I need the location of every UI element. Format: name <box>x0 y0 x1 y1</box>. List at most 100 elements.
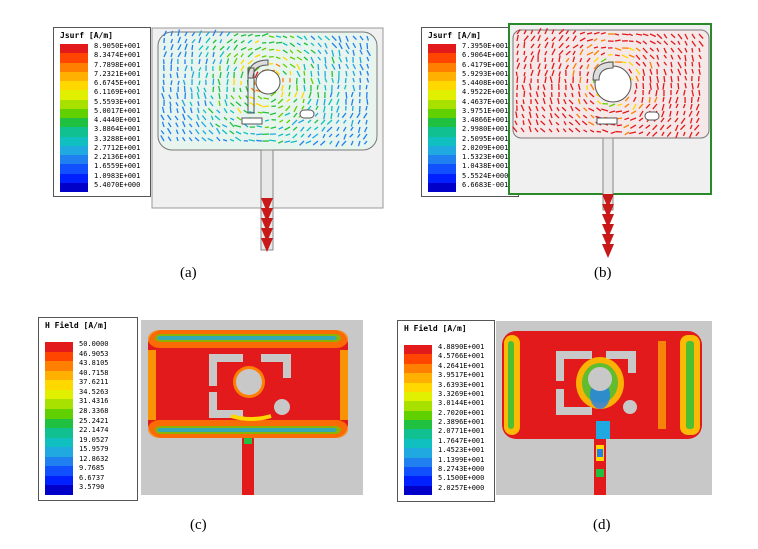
current-arrow <box>614 33 620 36</box>
current-arrow <box>572 44 579 49</box>
current-arrow <box>284 126 291 131</box>
tick-label: 2.0771E+001 <box>438 427 485 436</box>
current-arrow <box>357 119 361 125</box>
current-arrow <box>528 83 532 91</box>
h-field-plot-c <box>141 320 363 495</box>
current-arrow <box>653 96 658 103</box>
current-arrow <box>588 107 595 112</box>
current-arrow <box>581 120 588 126</box>
current-arrow <box>628 33 633 37</box>
current-arrow <box>270 91 277 97</box>
current-arrow <box>638 131 644 135</box>
color-swatch <box>404 420 432 430</box>
current-arrow <box>530 35 536 42</box>
current-arrow <box>691 89 695 97</box>
current-arrow <box>176 108 179 114</box>
current-arrow <box>184 31 188 37</box>
current-arrow <box>226 71 230 79</box>
current-arrow <box>574 119 581 126</box>
current-arrow <box>663 75 666 83</box>
current-arrow <box>565 36 570 42</box>
current-arrow <box>579 76 582 84</box>
current-arrow <box>675 110 679 116</box>
current-arrow <box>336 98 340 106</box>
current-arrow <box>624 103 630 108</box>
current-arrow <box>670 47 675 53</box>
tick-label: 3.9751E+001 <box>462 106 509 115</box>
current-arrow <box>315 105 319 111</box>
current-arrow <box>530 55 535 63</box>
color-scale-c <box>45 342 73 495</box>
current-arrow <box>169 101 172 107</box>
current-arrow <box>296 49 302 54</box>
color-swatch <box>60 62 88 72</box>
current-arrow <box>649 68 653 75</box>
current-arrow <box>224 99 228 107</box>
current-arrow <box>523 76 526 84</box>
current-arrow <box>593 57 599 63</box>
tick-label: 15.9579 <box>79 445 109 454</box>
current-arrow <box>167 136 172 142</box>
current-arrow <box>578 91 581 98</box>
current-arrow <box>593 37 598 42</box>
current-arrow <box>359 77 362 83</box>
current-arrow <box>226 58 230 65</box>
current-arrow <box>534 98 539 105</box>
current-arrow <box>628 61 634 67</box>
current-arrow <box>638 103 644 109</box>
current-arrow <box>366 56 370 62</box>
current-arrow <box>668 96 672 104</box>
color-swatch <box>404 401 432 411</box>
color-swatch <box>45 485 73 495</box>
current-arrow <box>641 96 644 103</box>
tick-label: 31.4316 <box>79 397 109 406</box>
current-arrow <box>170 30 174 37</box>
feed-arrow <box>261 208 273 222</box>
current-arrow <box>535 119 539 126</box>
current-arrow <box>558 71 561 77</box>
current-arrow <box>629 117 637 121</box>
current-arrow <box>244 102 249 107</box>
current-arrow <box>563 120 567 126</box>
current-arrow <box>289 49 294 54</box>
current-arrow <box>303 77 306 84</box>
current-arrow <box>688 110 693 117</box>
color-swatch <box>45 370 73 381</box>
current-arrow <box>337 77 340 84</box>
current-arrow <box>261 32 269 37</box>
current-arrow <box>239 87 242 93</box>
current-arrow <box>296 35 303 40</box>
current-arrow <box>682 103 686 109</box>
current-arrow <box>296 63 301 70</box>
tick-label: 4.4440E+001 <box>94 116 141 124</box>
current-arrow <box>586 38 593 42</box>
current-arrow <box>301 91 305 99</box>
current-arrow <box>549 112 553 119</box>
current-arrow <box>523 90 526 98</box>
color-swatch <box>60 136 88 146</box>
current-arrow <box>226 31 231 37</box>
current-arrow <box>662 96 665 102</box>
current-arrow <box>170 58 173 65</box>
legend-d: H Field [A/m] 4.8890E+001 4.5766E+001 4.26… <box>397 320 495 502</box>
current-arrow <box>181 136 186 142</box>
current-arrow <box>656 61 660 67</box>
tick-label: 2.3896E+001 <box>438 418 485 426</box>
current-arrow <box>324 49 328 55</box>
tick-label: 4.2641E+001 <box>438 361 485 370</box>
current-arrow <box>693 124 700 131</box>
tick-label: 50.0000 <box>79 340 109 348</box>
current-arrow <box>317 35 323 41</box>
current-arrow <box>247 47 253 51</box>
current-arrow <box>586 64 590 70</box>
tick-label: 6.6737 <box>79 473 105 482</box>
current-arrow <box>577 83 581 91</box>
current-arrow <box>331 63 336 70</box>
current-arrow <box>642 47 648 54</box>
current-arrow <box>175 129 179 135</box>
current-arrow <box>642 33 649 37</box>
current-arrow <box>523 29 527 35</box>
current-arrow <box>556 107 560 112</box>
current-arrow <box>233 39 238 44</box>
current-arrow <box>651 131 658 137</box>
